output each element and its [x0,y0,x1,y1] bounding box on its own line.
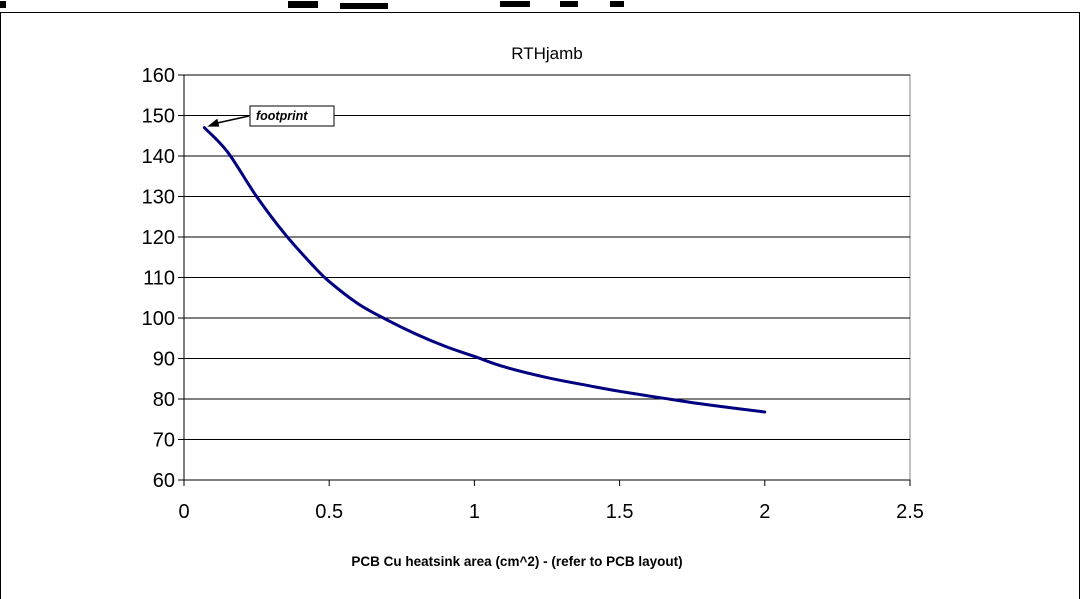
axes [178,74,911,486]
x-tick-labels: 0 0.5 1 1.5 2 2.5 [178,501,923,523]
x-tick-label: 1 [469,501,480,523]
y-tick-label: 160 [142,65,175,87]
y-tick-label: 140 [142,146,175,168]
y-tick-label: 60 [153,470,175,492]
y-tick-label: 90 [153,349,175,371]
chart-title: RTHjamb [511,44,582,63]
y-tick-label: 150 [142,106,175,128]
annotation: footprint [207,105,335,127]
y-tick-label: 120 [142,227,175,249]
annotation-label: footprint [256,109,308,123]
series-lines [202,126,767,414]
x-tick-label: 1.5 [606,501,634,523]
line-chart: 60 70 80 90 100 110 120 130 140 150 160 0 0.5 1 1.5 2 2… [142,44,924,569]
x-tick-label: 0 [178,501,189,523]
annotation-arrow-shaft [214,115,250,125]
x-axis-label: PCB Cu heatsink area (cm^2) - (refer to … [351,554,682,569]
cropped-caption [0,0,1080,12]
series-line [202,126,767,414]
y-tick-labels: 60 70 80 90 100 110 120 130 140 150 160 [142,65,175,492]
y-tick-label: 130 [142,187,175,209]
y-tick-label: 110 [143,268,175,290]
y-tick-label: 100 [142,308,175,330]
x-tick-label: 0.5 [315,501,343,523]
cropped-caption-glyphs [0,1,624,9]
x-tick-label: 2.5 [896,501,924,523]
chart-frame: 60 70 80 90 100 110 120 130 140 150 160 0 0.5 1 1.5 2 2… [0,12,1080,599]
y-tick-label: 80 [153,389,175,411]
x-tick-label: 2 [759,501,770,523]
annotation-arrowhead [207,118,220,127]
y-tick-label: 70 [153,430,175,452]
annotation-box [249,105,335,127]
